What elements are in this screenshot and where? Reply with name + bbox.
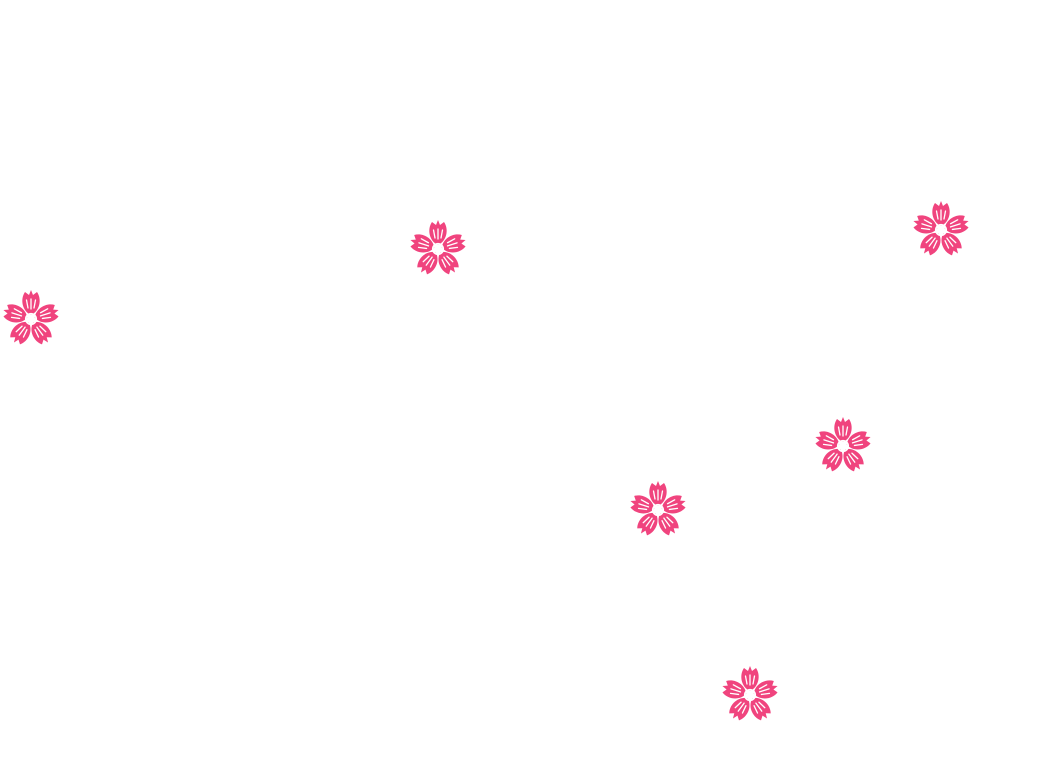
blossom-graphic	[718, 663, 782, 727]
cherry-blossom-icon[interactable]	[718, 663, 782, 727]
cherry-blossom-icon[interactable]	[909, 198, 973, 262]
blossom-graphic	[406, 217, 470, 281]
blossom-graphic	[909, 198, 973, 262]
cherry-blossom-icon[interactable]	[0, 287, 63, 351]
blossom-graphic	[626, 478, 690, 542]
blossom-graphic	[811, 414, 875, 478]
cherry-blossom-icon[interactable]	[811, 414, 875, 478]
cherry-blossom-icon[interactable]	[406, 217, 470, 281]
blossom-graphic	[0, 287, 63, 351]
cherry-blossom-icon[interactable]	[626, 478, 690, 542]
